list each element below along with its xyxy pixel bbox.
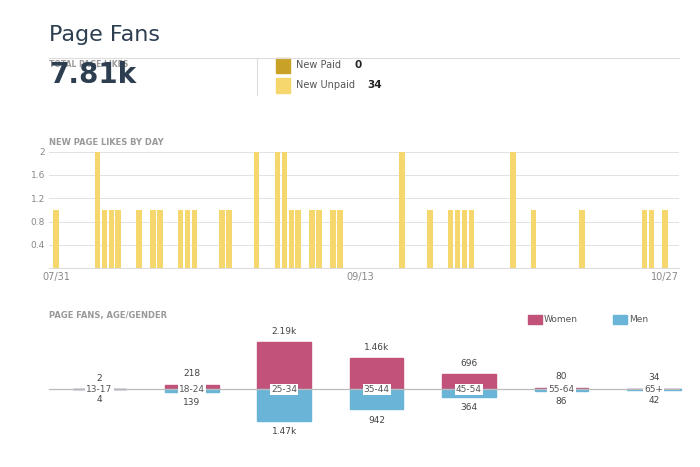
Text: New Unpaid: New Unpaid <box>296 80 355 90</box>
Bar <box>309 210 315 268</box>
Text: Women: Women <box>544 315 578 324</box>
Text: New Paid: New Paid <box>296 60 341 71</box>
Bar <box>350 389 403 410</box>
Bar <box>316 210 322 268</box>
Bar <box>258 342 311 389</box>
Bar <box>627 389 680 390</box>
Bar <box>642 210 648 268</box>
Bar <box>185 210 190 268</box>
Bar <box>399 152 405 268</box>
Text: 45-54: 45-54 <box>456 385 482 394</box>
Bar <box>254 152 260 268</box>
Text: 7.81k: 7.81k <box>49 61 136 89</box>
Text: 55-64: 55-64 <box>548 385 575 394</box>
Text: 35-44: 35-44 <box>363 385 390 394</box>
Bar <box>102 210 107 268</box>
Bar <box>337 210 342 268</box>
Bar <box>531 210 536 268</box>
Text: Page Fans: Page Fans <box>49 25 160 45</box>
Text: NEW PAGE LIKES BY DAY: NEW PAGE LIKES BY DAY <box>49 138 164 147</box>
Bar <box>178 210 183 268</box>
Bar <box>295 210 301 268</box>
Bar <box>53 210 59 268</box>
Bar <box>448 210 454 268</box>
Bar <box>276 57 290 73</box>
Bar <box>580 210 584 268</box>
Text: Men: Men <box>629 315 648 324</box>
Bar <box>535 388 588 389</box>
Bar <box>468 210 474 268</box>
Bar <box>276 78 290 93</box>
Text: 2.19k: 2.19k <box>272 327 297 336</box>
Bar <box>192 210 197 268</box>
Text: 139: 139 <box>183 398 200 407</box>
Bar <box>274 152 280 268</box>
Text: 1.47k: 1.47k <box>272 427 297 436</box>
Bar <box>136 210 142 268</box>
Text: 696: 696 <box>461 359 477 368</box>
Text: PAGE FANS, AGE/GENDER: PAGE FANS, AGE/GENDER <box>49 311 167 320</box>
Bar <box>258 389 311 421</box>
Bar <box>528 315 542 324</box>
Bar <box>442 389 496 397</box>
Text: 13-17: 13-17 <box>86 385 113 394</box>
Bar <box>108 210 114 268</box>
Text: 2: 2 <box>97 374 102 383</box>
Bar <box>281 152 287 268</box>
Text: 34: 34 <box>367 80 382 90</box>
Bar <box>219 210 225 268</box>
Bar <box>442 375 496 389</box>
Text: 4: 4 <box>97 396 102 404</box>
Text: TOTAL PAGE LIKES: TOTAL PAGE LIKES <box>49 60 128 70</box>
Text: 942: 942 <box>368 416 385 425</box>
Bar <box>116 210 121 268</box>
Bar <box>157 210 162 268</box>
Bar <box>662 210 668 268</box>
Bar <box>288 210 294 268</box>
Text: 18-24: 18-24 <box>178 385 205 394</box>
Bar <box>165 389 218 392</box>
Bar <box>330 210 335 268</box>
Bar <box>461 210 467 268</box>
Bar <box>510 152 516 268</box>
Bar <box>165 385 218 389</box>
Bar <box>150 210 155 268</box>
Bar <box>427 210 433 268</box>
Text: 364: 364 <box>461 403 477 412</box>
Bar <box>613 315 626 324</box>
Text: 65+: 65+ <box>644 385 664 394</box>
Text: 218: 218 <box>183 369 200 378</box>
Text: 34: 34 <box>648 373 659 382</box>
Bar <box>226 210 232 268</box>
Text: 86: 86 <box>556 397 567 406</box>
Bar <box>455 210 460 268</box>
Bar <box>535 389 588 391</box>
Text: 25-34: 25-34 <box>271 385 298 394</box>
Text: 0: 0 <box>355 60 362 71</box>
Text: 80: 80 <box>556 372 567 382</box>
Text: 42: 42 <box>648 396 659 405</box>
Text: 1.46k: 1.46k <box>364 343 389 352</box>
Bar <box>350 358 403 389</box>
Bar <box>648 210 654 268</box>
Bar <box>94 152 100 268</box>
